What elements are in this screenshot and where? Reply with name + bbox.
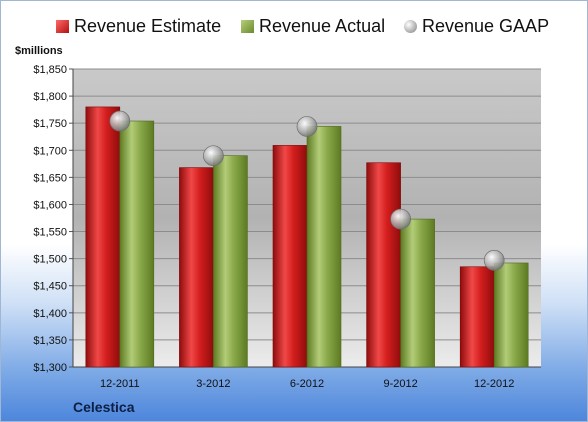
marker-revenue-gaap bbox=[109, 110, 131, 132]
company-name: Celestica bbox=[73, 399, 135, 415]
y-tick-label: $1,550 bbox=[33, 227, 67, 239]
y-tick-label: $1,400 bbox=[33, 308, 67, 320]
legend-swatch-gaap bbox=[404, 20, 417, 33]
legend-item-actual: Revenue Actual bbox=[241, 16, 385, 37]
legend-label-gaap: Revenue GAAP bbox=[422, 16, 550, 36]
bar-revenue-actual bbox=[306, 126, 342, 368]
legend: Revenue Estimate Revenue Actual Revenue … bbox=[1, 16, 587, 42]
y-tick-label: $1,450 bbox=[33, 281, 67, 293]
marker-revenue-gaap bbox=[203, 145, 224, 167]
x-tick-label: 3-2012 bbox=[196, 378, 230, 390]
legend-swatch-estimate bbox=[56, 20, 69, 33]
y-tick-label: $1,750 bbox=[33, 118, 67, 130]
y-tick-label: $1,700 bbox=[33, 145, 67, 157]
legend-label-actual: Revenue Actual bbox=[259, 16, 386, 36]
bar-revenue-estimate bbox=[179, 167, 214, 368]
y-axis-unit-label: $millions bbox=[15, 45, 63, 57]
y-tick-label: $1,500 bbox=[33, 254, 67, 266]
marker-revenue-gaap bbox=[296, 116, 318, 137]
y-tick-label: $1,650 bbox=[33, 172, 67, 184]
legend-swatch-actual bbox=[241, 20, 254, 33]
bar-revenue-estimate bbox=[85, 106, 121, 368]
bar-revenue-estimate bbox=[272, 145, 308, 368]
y-tick-label: $1,300 bbox=[33, 362, 67, 374]
legend-label-estimate: Revenue Estimate bbox=[74, 16, 222, 36]
bar-revenue-actual bbox=[400, 218, 435, 368]
x-tick-label: 12-2011 bbox=[100, 378, 140, 390]
bar-revenue-actual bbox=[213, 155, 248, 368]
x-tick-label: 6-2012 bbox=[290, 378, 324, 390]
y-tick-label: $1,350 bbox=[33, 335, 67, 347]
legend-item-gaap: Revenue GAAP bbox=[404, 16, 549, 37]
bar-revenue-actual bbox=[119, 120, 155, 368]
marker-revenue-gaap bbox=[483, 249, 505, 271]
marker-revenue-gaap bbox=[390, 208, 411, 230]
bar-revenue-estimate bbox=[459, 266, 495, 368]
y-tick-label: $1,800 bbox=[33, 91, 67, 103]
legend-item-estimate: Revenue Estimate bbox=[56, 16, 221, 37]
bar-revenue-actual bbox=[493, 262, 529, 368]
x-tick-label: 12-2012 bbox=[474, 378, 514, 390]
bar-revenue-estimate bbox=[366, 162, 401, 368]
y-tick-label: $1,850 bbox=[33, 64, 67, 76]
x-tick-label: 9-2012 bbox=[383, 378, 417, 390]
y-tick-label: $1,600 bbox=[33, 199, 67, 211]
